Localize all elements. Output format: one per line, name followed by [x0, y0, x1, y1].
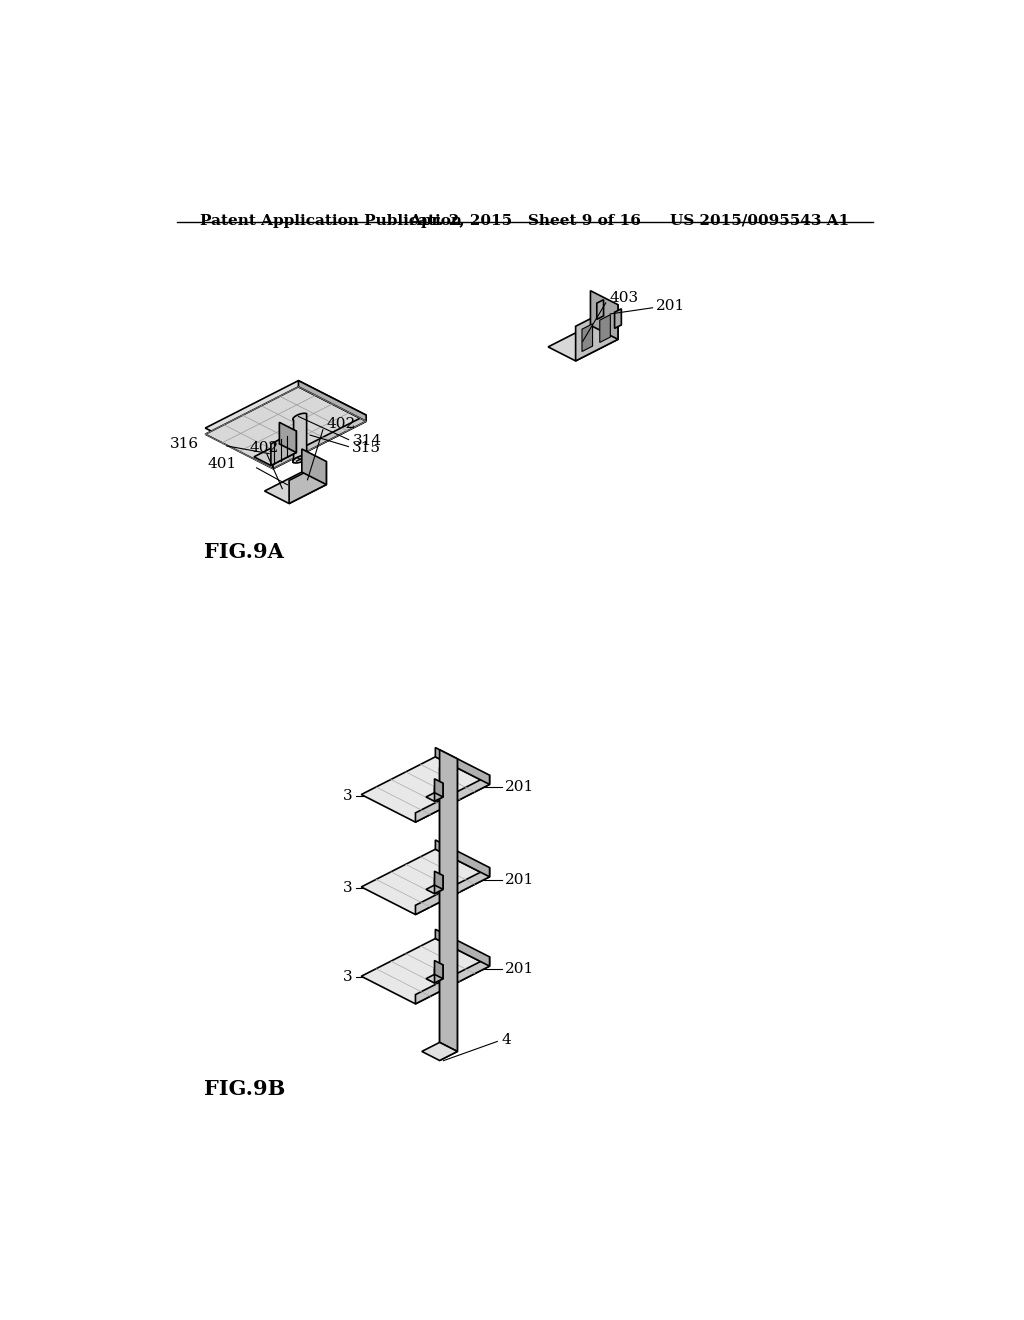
Text: 402: 402: [250, 441, 280, 455]
Polygon shape: [302, 449, 327, 484]
Polygon shape: [548, 325, 617, 360]
Polygon shape: [434, 779, 443, 797]
Text: 3: 3: [343, 970, 352, 985]
Polygon shape: [273, 414, 367, 469]
Text: Patent Application Publication: Patent Application Publication: [200, 214, 462, 228]
Polygon shape: [434, 871, 443, 890]
Polygon shape: [205, 380, 367, 462]
Polygon shape: [439, 750, 458, 1052]
Text: 201: 201: [656, 300, 686, 313]
Text: 201: 201: [505, 780, 534, 795]
Polygon shape: [434, 875, 443, 894]
Polygon shape: [289, 462, 327, 503]
Text: 314: 314: [352, 434, 382, 449]
Text: 4: 4: [501, 1032, 511, 1047]
Polygon shape: [434, 961, 443, 978]
Text: 3: 3: [343, 880, 352, 895]
Polygon shape: [435, 747, 489, 784]
Text: 201: 201: [505, 873, 534, 887]
Polygon shape: [361, 939, 489, 1003]
Polygon shape: [264, 473, 327, 503]
Polygon shape: [254, 444, 296, 466]
Text: FIG.9B: FIG.9B: [204, 1078, 285, 1098]
Polygon shape: [434, 783, 443, 801]
Polygon shape: [416, 957, 489, 1003]
Polygon shape: [416, 867, 489, 915]
Polygon shape: [271, 430, 296, 466]
Text: 315: 315: [352, 441, 381, 455]
Text: 403: 403: [609, 290, 639, 305]
Polygon shape: [582, 323, 593, 351]
Polygon shape: [422, 1043, 458, 1060]
Polygon shape: [426, 886, 443, 894]
Polygon shape: [435, 929, 489, 966]
Text: 3: 3: [343, 788, 352, 803]
Polygon shape: [591, 290, 617, 339]
Polygon shape: [361, 849, 489, 915]
Polygon shape: [597, 300, 603, 319]
Polygon shape: [416, 775, 489, 822]
Text: Apr. 2, 2015   Sheet 9 of 16: Apr. 2, 2015 Sheet 9 of 16: [409, 214, 641, 228]
Text: US 2015/0095543 A1: US 2015/0095543 A1: [671, 214, 850, 228]
Polygon shape: [205, 387, 367, 469]
Polygon shape: [600, 314, 610, 342]
Polygon shape: [280, 422, 296, 453]
Polygon shape: [361, 756, 489, 822]
Text: 316: 316: [170, 437, 199, 451]
Text: FIG.9A: FIG.9A: [204, 543, 284, 562]
Text: 401: 401: [207, 457, 237, 471]
Polygon shape: [293, 413, 306, 462]
Text: 402: 402: [327, 417, 356, 430]
Polygon shape: [434, 965, 443, 983]
Polygon shape: [426, 974, 443, 983]
Polygon shape: [575, 305, 617, 360]
Polygon shape: [614, 309, 622, 329]
Polygon shape: [293, 455, 307, 463]
Polygon shape: [426, 793, 443, 801]
Polygon shape: [435, 840, 489, 876]
Polygon shape: [439, 759, 458, 1060]
Polygon shape: [298, 380, 367, 421]
Text: 201: 201: [505, 962, 534, 975]
